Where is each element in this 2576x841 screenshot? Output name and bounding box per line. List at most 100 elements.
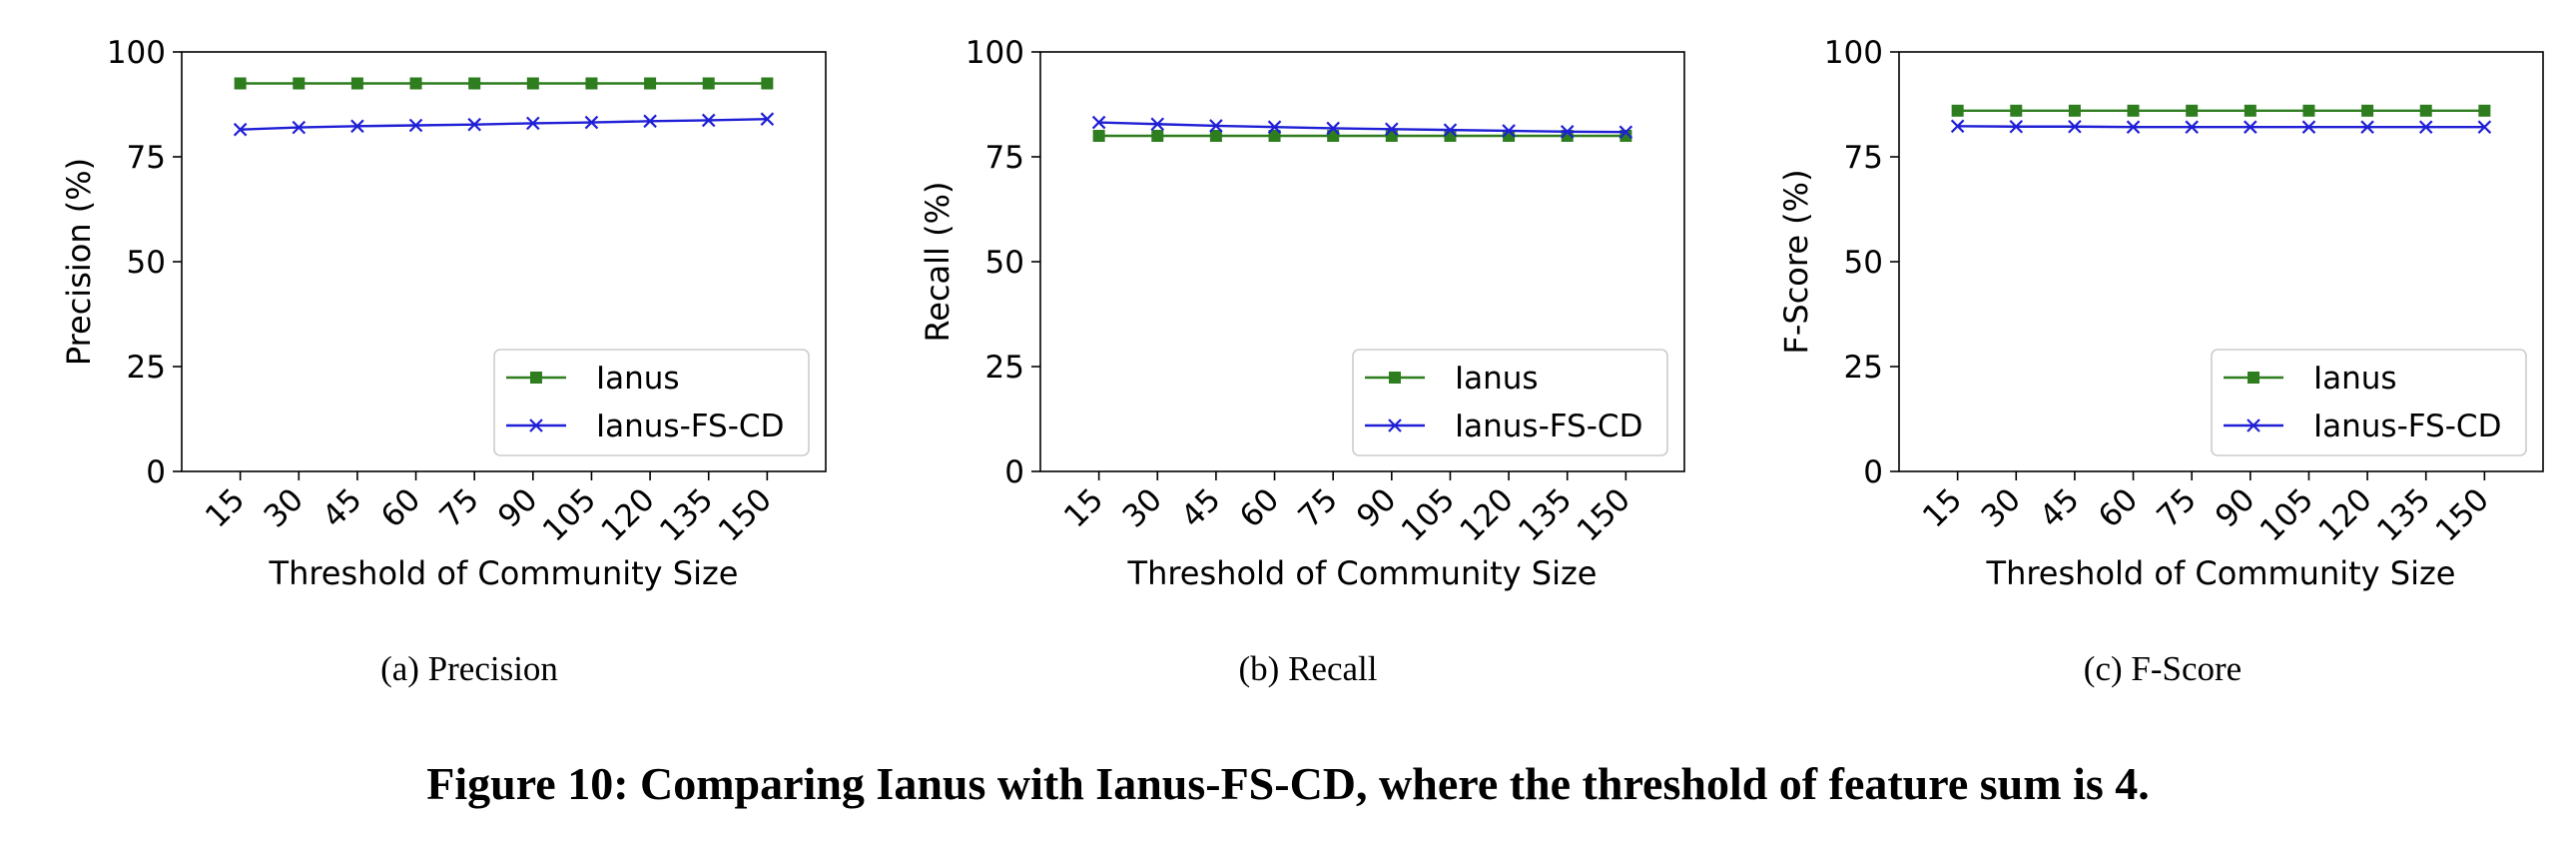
y-axis-label: Precision (%) [60, 158, 98, 366]
point-marker-stroke [233, 122, 248, 137]
point-marker [644, 77, 657, 90]
point-marker [2009, 119, 2024, 134]
series-line [1098, 121, 1626, 134]
figure-caption: Figure 10: Comparing Ianus with Ianus-FS… [426, 758, 2150, 809]
point-marker [1385, 122, 1399, 137]
point-marker [1502, 124, 1516, 138]
y-tick-label: 75 [985, 140, 1024, 176]
x-tick-label: 105 [536, 481, 603, 548]
point-marker [1150, 117, 1165, 132]
point-marker [2418, 120, 2433, 134]
legend-label: Ianus-FS-CD [1455, 409, 1642, 444]
x-tick-label: 45 [1174, 481, 1227, 534]
x-tick-label: 60 [1233, 481, 1286, 534]
point-marker-stroke [350, 119, 364, 134]
point-marker [1951, 104, 1964, 117]
point-marker-stroke [643, 114, 657, 129]
y-axis-label: F-Score (%) [1777, 169, 1815, 354]
x-tick-label: 15 [1916, 481, 1969, 534]
legend-marker [529, 419, 543, 432]
y-tick-label: 0 [146, 454, 166, 490]
x-tick-label: 75 [1291, 481, 1344, 534]
point-marker-stroke [2301, 120, 2316, 134]
point-marker [2068, 119, 2082, 134]
point-marker [643, 114, 657, 129]
legend-label: Ianus-FS-CD [2313, 409, 2501, 444]
point-marker-stroke [584, 115, 599, 130]
point-marker-stroke [1950, 119, 1965, 134]
point-marker [350, 77, 363, 90]
legend-marker [2247, 419, 2260, 432]
point-marker [702, 77, 715, 90]
point-marker [1444, 130, 1457, 142]
point-marker [1326, 121, 1340, 136]
point-marker [526, 77, 539, 90]
y-tick-label: 25 [1844, 350, 1883, 386]
point-marker [701, 113, 716, 128]
y-tick-label: 25 [985, 350, 1024, 386]
x-tick-label: 105 [1395, 481, 1462, 548]
point-marker [584, 115, 599, 130]
point-marker [1618, 125, 1633, 139]
point-marker-stroke [1502, 124, 1516, 138]
legend-label: Ianus-FS-CD [596, 409, 784, 444]
x-tick-label: 90 [1350, 481, 1403, 534]
subcaption-fscore: (c) F-Score [2083, 649, 2243, 688]
legend-marker-stroke [1388, 419, 1402, 432]
point-marker-stroke [2477, 120, 2492, 134]
y-tick-label: 75 [127, 140, 166, 176]
x-tick-label: 150 [1571, 481, 1637, 548]
point-marker [234, 77, 247, 90]
point-marker [2244, 120, 2257, 134]
point-marker-stroke [1443, 123, 1458, 137]
subcaption-precision: (a) Precision [380, 649, 558, 688]
point-marker-stroke [701, 113, 716, 128]
legend-box [2211, 349, 2527, 456]
x-tick-label: 150 [2429, 481, 2496, 548]
point-marker [293, 77, 306, 90]
legend-box [1352, 349, 1668, 456]
point-marker [1327, 130, 1340, 142]
point-marker-stroke [2068, 119, 2082, 134]
point-marker [2360, 120, 2374, 134]
x-tick-label: 150 [712, 481, 779, 548]
legend-marker [530, 372, 542, 384]
point-marker [2419, 104, 2432, 117]
point-marker [292, 120, 307, 135]
point-marker-stroke [760, 112, 775, 126]
x-tick-label: 90 [491, 481, 544, 534]
point-marker-stroke [1326, 121, 1340, 136]
point-marker-stroke [1267, 120, 1282, 134]
x-tick-label: 60 [374, 481, 427, 534]
legend-marker-stroke [529, 419, 543, 432]
point-marker [1560, 125, 1575, 139]
point-marker-stroke [2126, 120, 2141, 134]
y-tick-label: 50 [985, 245, 1024, 281]
legend-label: Ianus [1455, 361, 1539, 397]
point-marker-stroke [2244, 120, 2257, 134]
x-tick-label: 135 [1512, 481, 1579, 548]
point-marker [1092, 130, 1105, 142]
point-marker [1267, 120, 1282, 134]
x-tick-label: 105 [2254, 481, 2320, 548]
point-marker-stroke [1150, 117, 1165, 132]
x-tick-label: 30 [1116, 481, 1169, 534]
point-marker [2478, 104, 2491, 117]
point-marker-stroke [292, 120, 307, 135]
point-marker [1209, 130, 1222, 142]
y-tick-label: 50 [1844, 245, 1883, 281]
x-axis-label: Threshold of Community Size [269, 554, 739, 592]
point-marker [2186, 104, 2199, 117]
point-marker [1151, 130, 1164, 142]
point-marker-stroke [526, 116, 540, 131]
point-marker [1091, 115, 1106, 130]
point-marker-stroke [1618, 125, 1633, 139]
y-axis-label: Recall (%) [919, 181, 957, 342]
point-marker [468, 77, 481, 90]
legend-label: Ianus [2313, 361, 2397, 397]
x-tick-label: 120 [2311, 481, 2378, 548]
